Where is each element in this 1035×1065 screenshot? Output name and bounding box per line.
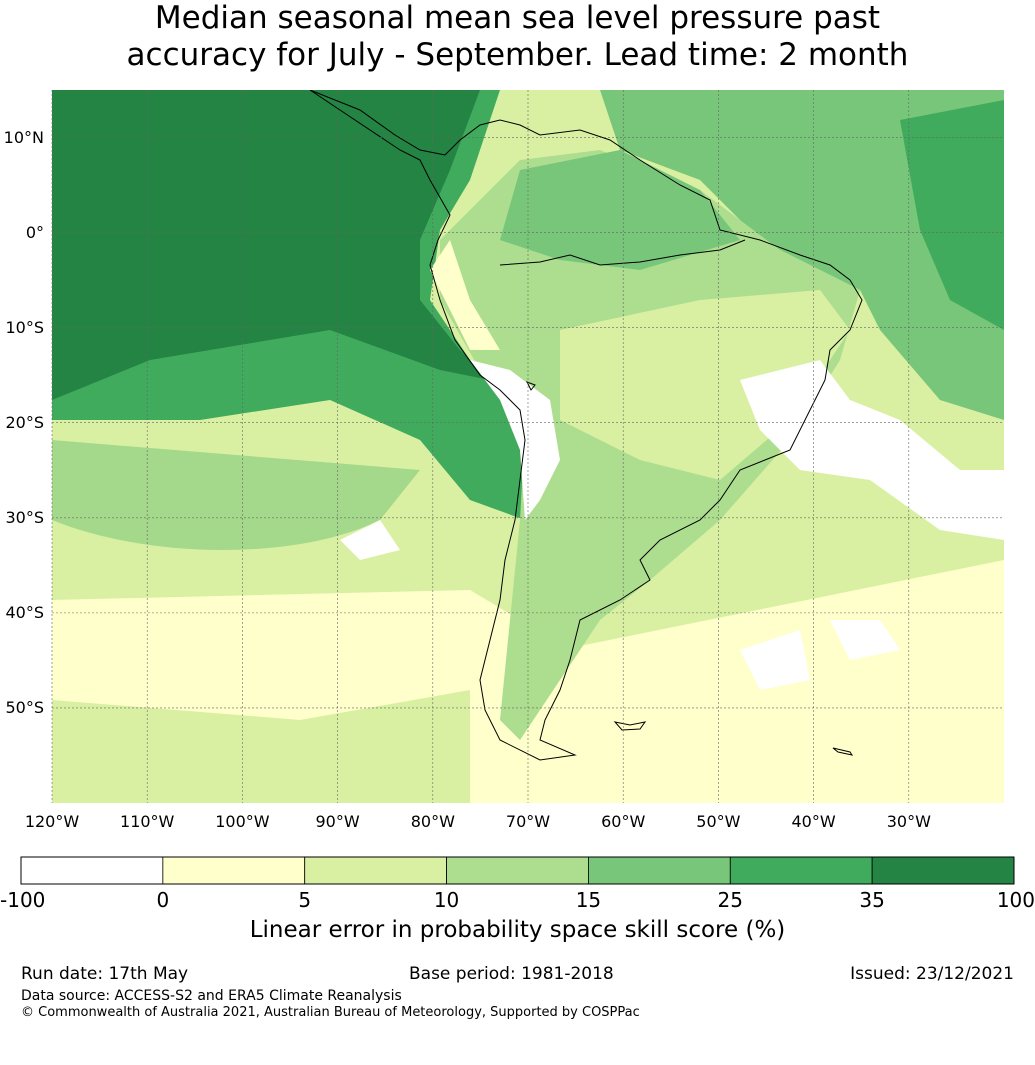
colorbar-tick-label: 35 [859,888,885,912]
longitude-label: 30°W [886,812,931,831]
colorbar-segment [20,856,164,885]
colorbar-segment [729,856,873,885]
longitude-label: 120°W [24,812,80,831]
colorbar-tick-label: 10 [433,888,460,912]
skill-map [20,90,1015,885]
colorbar-label: Linear error in probability space skill … [249,917,786,943]
latitude-label: 0° [25,222,44,242]
colorbar-segment [446,856,589,885]
title-line-1: Median seasonal mean sea level pressure … [154,0,881,36]
latitude-label: 50°S [5,697,44,717]
title-line-2: accuracy for July - September. Lead time… [126,37,909,73]
colorbar [20,856,1015,885]
longitude-label: 90°W [315,812,360,831]
copyright: © Commonwealth of Australia 2021, Austra… [21,1005,640,1020]
colorbar-segment [304,856,447,885]
issued-date: Issued: 23/12/2021 [850,964,1014,984]
longitude-label: 80°W [410,812,455,831]
colorbar-tick-label: -100 [0,888,46,912]
colorbar-segment [588,856,731,885]
latitude-label: 40°S [5,602,44,622]
latitude-label: 10°S [5,317,44,337]
colorbar-segment [871,856,1015,885]
data-source: Data source: ACCESS-S2 and ERA5 Climate … [21,988,402,1004]
coastline [309,90,863,761]
map-title: Median seasonal mean sea level pressure … [0,0,1035,74]
colorbar-segment [162,856,306,885]
colorbar-tick-label: 25 [717,888,744,912]
longitude-label: 100°W [215,812,270,831]
gridlines [51,90,1004,803]
latitude-label: 10°N [3,127,44,147]
colorbar-frame [20,856,1015,885]
longitude-label: 110°W [120,812,175,831]
colorbar-tick-label: 0 [156,888,170,912]
colorbar-tick-label: 100 [996,888,1035,912]
longitude-label: 70°W [505,812,551,831]
longitude-label: 50°W [696,812,741,831]
latitude-label: 20°S [5,412,44,432]
colorbar-tick-label: 5 [298,888,312,912]
longitude-label: 40°W [791,812,836,831]
run-date: Run date: 17th May [21,964,189,984]
colorbar-tick-label: 15 [575,888,602,912]
latitude-label: 30°S [5,507,44,527]
longitude-label: 60°W [601,812,646,831]
base-period: Base period: 1981-2018 [409,964,614,984]
skill-field [52,90,1004,803]
